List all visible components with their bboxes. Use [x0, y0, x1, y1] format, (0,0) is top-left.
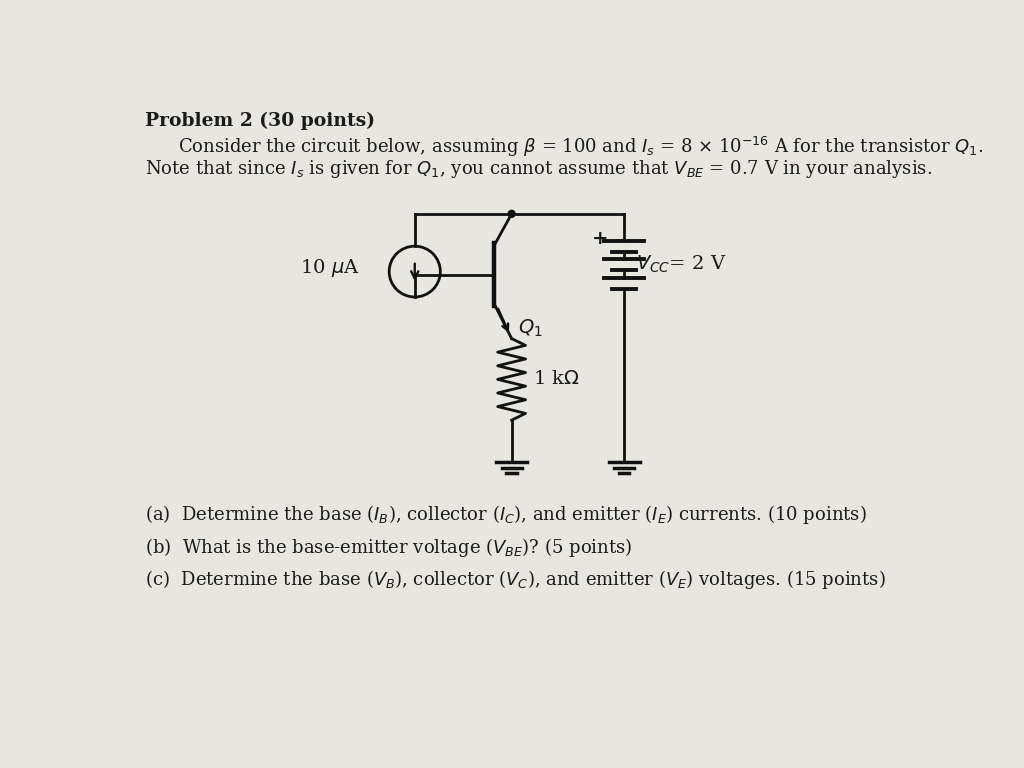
Text: +: + [592, 230, 608, 248]
Text: $Q_1$: $Q_1$ [518, 318, 543, 339]
Text: (a)  Determine the base ($I_B$), collector ($I_C$), and emitter ($I_E$) currents: (a) Determine the base ($I_B$), collecto… [145, 502, 867, 525]
Text: 1 k$\Omega$: 1 k$\Omega$ [534, 370, 580, 389]
Circle shape [508, 210, 515, 217]
Text: Consider the circuit below, assuming $\beta$ = 100 and $I_s$ = 8 $\times$ 10$^{-: Consider the circuit below, assuming $\b… [178, 135, 984, 160]
Text: $V_{CC}$= 2 V: $V_{CC}$= 2 V [636, 254, 726, 275]
Text: (c)  Determine the base ($V_B$), collector ($V_C$), and emitter ($V_E$) voltages: (c) Determine the base ($V_B$), collecto… [145, 568, 886, 591]
Text: (b)  What is the base-emitter voltage ($V_{BE}$)? (5 points): (b) What is the base-emitter voltage ($V… [145, 536, 633, 558]
Text: Note that since $I_s$ is given for $Q_1$, you cannot assume that $V_{BE}$ = 0.7 : Note that since $I_s$ is given for $Q_1$… [145, 158, 932, 180]
Text: Problem 2 (30 points): Problem 2 (30 points) [145, 112, 375, 131]
Text: 10 $\mu$A: 10 $\mu$A [300, 257, 359, 279]
